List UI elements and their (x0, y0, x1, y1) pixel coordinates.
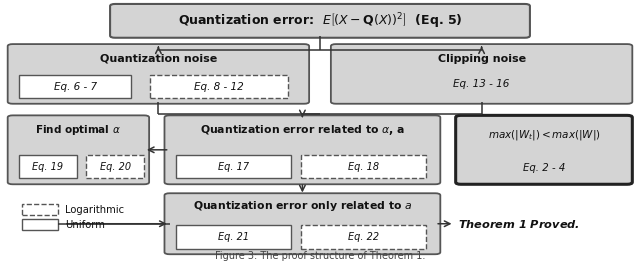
Text: Eq. 20: Eq. 20 (100, 162, 131, 172)
FancyBboxPatch shape (8, 44, 309, 104)
Bar (86, 155, 144, 178)
Text: Figure 3: The proof structure of Theorem 1.: Figure 3: The proof structure of Theorem… (215, 251, 425, 261)
Text: Eq. 19: Eq. 19 (33, 162, 63, 172)
Text: Eq. 21: Eq. 21 (218, 232, 249, 242)
Text: Quantization error only related to $a$: Quantization error only related to $a$ (193, 199, 412, 214)
Bar (176, 155, 291, 178)
Text: Eq. 17: Eq. 17 (218, 162, 249, 172)
Text: Eq. 22: Eq. 22 (348, 232, 379, 242)
Bar (22, 219, 58, 230)
FancyBboxPatch shape (110, 4, 530, 38)
Text: Eq. 6 - 7: Eq. 6 - 7 (54, 82, 97, 92)
FancyBboxPatch shape (456, 115, 632, 184)
Bar (19, 75, 131, 98)
Bar (19, 155, 77, 178)
Text: $max(|W_t|) < max(|W|)$: $max(|W_t|) < max(|W|)$ (488, 128, 600, 142)
Text: Find optimal $\alpha$: Find optimal $\alpha$ (35, 123, 122, 137)
Text: Clipping noise: Clipping noise (438, 54, 525, 64)
FancyBboxPatch shape (8, 115, 149, 184)
Text: Eq. 13 - 16: Eq. 13 - 16 (453, 79, 510, 89)
Text: Uniform: Uniform (65, 220, 105, 230)
Bar (301, 225, 426, 249)
Bar (150, 75, 288, 98)
Text: Logarithmic: Logarithmic (65, 205, 124, 215)
Text: Eq. 8 - 12: Eq. 8 - 12 (195, 82, 244, 92)
FancyBboxPatch shape (164, 115, 440, 184)
FancyBboxPatch shape (331, 44, 632, 104)
Bar (22, 204, 58, 215)
Text: Eq. 18: Eq. 18 (348, 162, 379, 172)
Bar (301, 155, 426, 178)
Text: $\bfit{Theorem\ 1\ Proved.}$: $\bfit{Theorem\ 1\ Proved.}$ (458, 218, 579, 230)
Text: Quantization error related to $\alpha$, a: Quantization error related to $\alpha$, … (200, 123, 405, 137)
Bar (176, 225, 291, 249)
FancyBboxPatch shape (164, 193, 440, 254)
Text: Quantization error:  $E\left[(X-\mathbf{Q}(X))^2\right]$  (Eq. 5): Quantization error: $E\left[(X-\mathbf{Q… (178, 11, 462, 31)
Text: Quantization noise: Quantization noise (100, 54, 217, 64)
Text: Eq. 2 - 4: Eq. 2 - 4 (523, 163, 565, 173)
